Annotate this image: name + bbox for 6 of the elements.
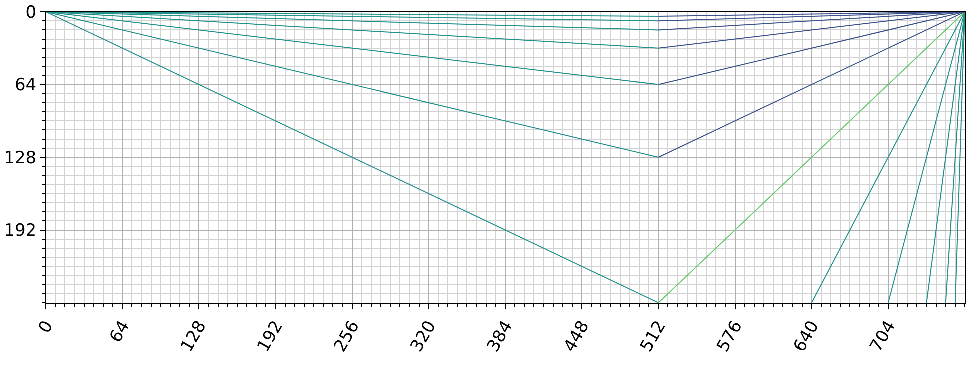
y-tick-label: 0 (26, 2, 37, 23)
y-tick-label: 192 (4, 221, 37, 242)
x-tick-label: 64 (106, 318, 134, 346)
y-tick-label: 128 (4, 148, 37, 168)
x-tick-label: 0 (34, 318, 58, 338)
y-tick-label: 64 (14, 76, 37, 96)
